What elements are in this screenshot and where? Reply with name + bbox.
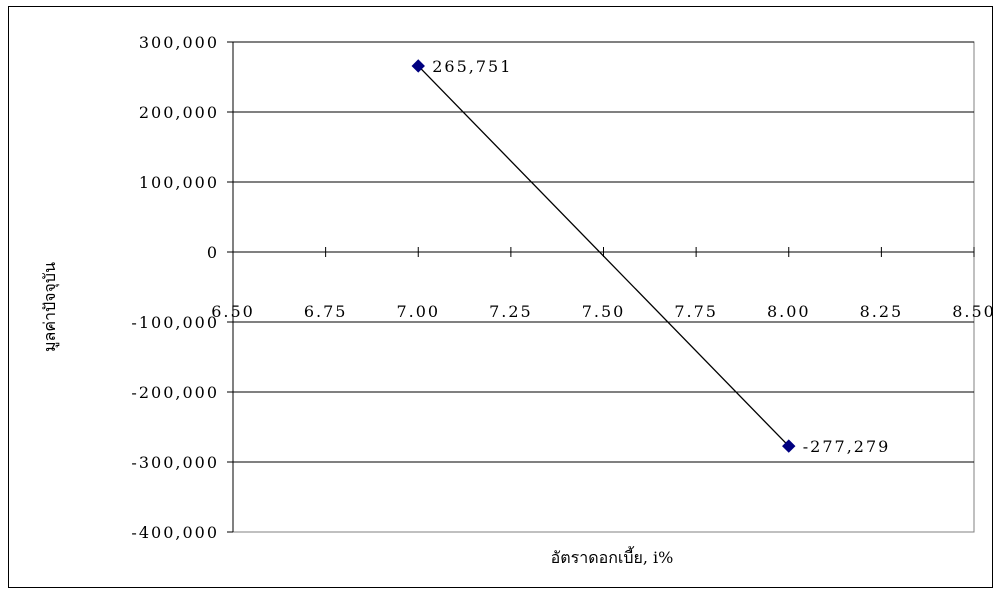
x-tick-label: 8.50 (952, 302, 994, 321)
y-tick-label: 300,000 (139, 33, 219, 52)
x-axis-title: อัตราดอกเบี้ย, i% (551, 546, 674, 567)
x-tick-label: 8.25 (860, 302, 904, 321)
series (411, 59, 796, 453)
data-point-marker (411, 59, 425, 73)
data-labels: 265,751 -277,279 (432, 57, 891, 456)
x-tick-label: 7.00 (396, 302, 440, 321)
y-tick-label: -100,000 (131, 313, 219, 332)
y-tick-label: 0 (207, 243, 219, 262)
x-tick-label: 6.50 (211, 302, 255, 321)
y-tick-label: -400,000 (131, 523, 219, 542)
plot-area (232, 41, 975, 533)
x-tick-label: 7.75 (674, 302, 718, 321)
x-tick-labels: 6.50 6.75 7.00 7.25 7.50 7.75 8.00 8.25 8.50 (211, 302, 994, 321)
chart-svg: 300,000 200,000 100,000 0 -100,000 -200,000 -3… (40, 33, 994, 567)
data-label: -277,279 (803, 437, 891, 456)
y-tick-label: -300,000 (131, 453, 219, 472)
y-axis-title: มูลค่าปัจจุบัน (40, 262, 60, 352)
x-tick-label: 7.50 (582, 302, 626, 321)
series-line (417, 65, 790, 447)
chart-frame: 300,000 200,000 100,000 0 -100,000 -200,000 -3… (8, 6, 994, 588)
y-tick-label: -200,000 (131, 383, 219, 402)
y-tick-labels: 300,000 200,000 100,000 0 -100,000 -200,000 -3… (131, 33, 219, 542)
data-point-marker (782, 439, 796, 453)
y-tick-label: 100,000 (139, 173, 219, 192)
x-tick-label: 6.75 (304, 302, 348, 321)
axes (227, 41, 975, 533)
y-tick-label: 200,000 (139, 103, 219, 122)
data-label: 265,751 (432, 57, 512, 76)
x-tick-label: 7.25 (489, 302, 533, 321)
grid-lines (233, 41, 974, 463)
x-tick-label: 8.00 (767, 302, 811, 321)
